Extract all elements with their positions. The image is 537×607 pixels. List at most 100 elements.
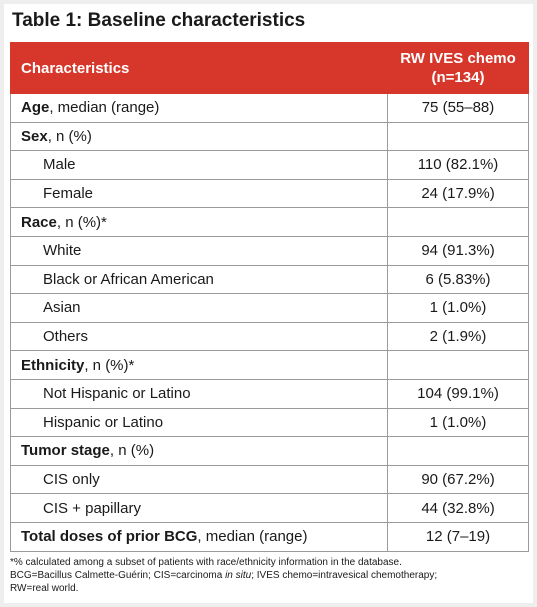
table-row: CIS + papillary 44 (32.8%) <box>10 493 529 523</box>
label-cell: CIS only <box>10 464 388 495</box>
value-cell: 110 (82.1%) <box>387 150 529 180</box>
footnote-line: BCG=Bacillus Calmette-Guérin; CIS=carcin… <box>10 569 437 582</box>
label-text: White <box>43 242 82 260</box>
table-row: Asian 1 (1.0%) <box>10 293 529 323</box>
card: Table 1: Baseline characteristics Charac… <box>4 4 533 603</box>
label-bold: Sex <box>21 127 48 145</box>
label-text: CIS + papillary <box>43 499 141 517</box>
label-bold: Race <box>21 213 57 231</box>
table-row: Not Hispanic or Latino 104 (99.1%) <box>10 378 529 409</box>
value-cell: 94 (91.3%) <box>387 235 529 266</box>
table-row: Total doses of prior BCG, median (range)… <box>10 521 529 552</box>
value-text: 110 (82.1%) <box>417 156 499 174</box>
label-bold: Ethnicity <box>21 356 85 374</box>
table-row: Race, n (%)* <box>10 207 529 237</box>
value-cell: 1 (1.0%) <box>387 407 529 438</box>
label-cell: White <box>10 235 388 266</box>
label-text: Hispanic or Latino <box>43 413 164 431</box>
value-text: 12 (7–19) <box>425 528 491 546</box>
table-row: Age, median (range) 75 (55–88) <box>10 93 529 123</box>
value-text: 1 (1.0%) <box>429 299 487 317</box>
footnote-text: RW=real world. <box>10 583 79 594</box>
label-cell: Hispanic or Latino <box>10 407 388 438</box>
value-cell: 44 (32.8%) <box>387 493 529 523</box>
value-text: 6 (5.83%) <box>425 270 491 288</box>
value-cell: 104 (99.1%) <box>387 378 529 409</box>
table-row: White 94 (91.3%) <box>10 235 529 266</box>
value-text: 104 (99.1%) <box>417 385 499 403</box>
footnote-text: BCG=Bacillus Calmette-Guérin; CIS=carcin… <box>10 570 226 581</box>
footnote-text: in situ <box>225 570 252 581</box>
label-cell: Race, n (%)* <box>10 207 388 237</box>
table-row: Ethnicity, n (%)* <box>10 350 529 380</box>
label-cell: Ethnicity, n (%)* <box>10 350 388 380</box>
value-cell: 2 (1.9%) <box>387 321 529 352</box>
label-text: Black or African American <box>43 270 214 288</box>
footnote-line: RW=real world. <box>10 582 437 595</box>
label-text: CIS only <box>43 471 100 489</box>
value-text: 24 (17.9%) <box>421 185 495 203</box>
header-cell: Characteristics <box>10 42 388 94</box>
value-cell: 90 (67.2%) <box>387 464 529 495</box>
value-text: 2 (1.9%) <box>429 328 487 346</box>
label-cell: Total doses of prior BCG, median (range) <box>10 521 388 552</box>
label-bold: Tumor stage <box>21 442 110 460</box>
header-cell: RW IVES chemo (n=134) <box>387 42 529 94</box>
label-text: , n (%) <box>109 442 155 460</box>
value-text: 75 (55–88) <box>421 99 495 117</box>
label-cell: Male <box>10 150 388 180</box>
label-cell: Black or African American <box>10 264 388 295</box>
footnote-line: *% calculated among a subset of patients… <box>10 556 437 569</box>
label-cell: Sex, n (%) <box>10 121 388 152</box>
label-cell: CIS + papillary <box>10 493 388 523</box>
label-text: Female <box>43 185 94 203</box>
label-cell: Tumor stage, n (%) <box>10 436 388 466</box>
table-row: Others 2 (1.9%) <box>10 321 529 352</box>
label-text: , n (%)* <box>56 213 107 231</box>
table: Characteristics RW IVES chemo (n=134) Age, … <box>10 42 529 552</box>
label-cell: Others <box>10 321 388 352</box>
label-text: , median (range) <box>49 99 160 117</box>
value-cell <box>387 350 529 380</box>
value-cell: 12 (7–19) <box>387 521 529 552</box>
label-text: Not Hispanic or Latino <box>43 385 191 403</box>
table-row: Sex, n (%) <box>10 121 529 152</box>
value-cell <box>387 121 529 152</box>
label-cell: Not Hispanic or Latino <box>10 378 388 409</box>
value-cell: 1 (1.0%) <box>387 293 529 323</box>
value-text: 1 (1.0%) <box>429 413 487 431</box>
value-text: 44 (32.8%) <box>421 499 495 517</box>
value-cell: 6 (5.83%) <box>387 264 529 295</box>
footnote-text: ; IVES chemo=intravesical chemotherapy; <box>251 570 438 581</box>
value-text: 90 (67.2%) <box>421 471 495 489</box>
footnote-text: *% calculated among a subset of patients… <box>10 557 402 568</box>
header-line: (n=134) <box>431 69 485 86</box>
header-row: Characteristics RW IVES chemo (n=134) <box>10 42 529 94</box>
table-row: Female 24 (17.9%) <box>10 178 529 209</box>
label-cell: Female <box>10 178 388 209</box>
label-text: Asian <box>43 299 81 317</box>
label-bold: Total doses of prior BCG <box>21 528 198 546</box>
value-cell: 75 (55–88) <box>387 93 529 123</box>
value-text: 94 (91.3%) <box>421 242 495 260</box>
label-text: Others <box>43 328 89 346</box>
label-text: Male <box>43 156 76 174</box>
table-row: Tumor stage, n (%) <box>10 436 529 466</box>
label-text: , n (%)* <box>84 356 135 374</box>
value-cell <box>387 207 529 237</box>
label-text: , median (range) <box>197 528 308 546</box>
value-cell <box>387 436 529 466</box>
table-row: CIS only 90 (67.2%) <box>10 464 529 495</box>
table-row: Black or African American 6 (5.83%) <box>10 264 529 295</box>
footnote: *% calculated among a subset of patients… <box>10 556 437 595</box>
label-bold: Age <box>21 99 50 117</box>
table-row: Hispanic or Latino 1 (1.0%) <box>10 407 529 438</box>
value-cell: 24 (17.9%) <box>387 178 529 209</box>
header-line: RW IVES chemo <box>400 50 516 67</box>
label-cell: Age, median (range) <box>10 93 388 123</box>
label-text: , n (%) <box>47 127 92 145</box>
table-title: Table 1: Baseline characteristics <box>12 10 306 31</box>
label-cell: Asian <box>10 293 388 323</box>
table-row: Male 110 (82.1%) <box>10 150 529 180</box>
